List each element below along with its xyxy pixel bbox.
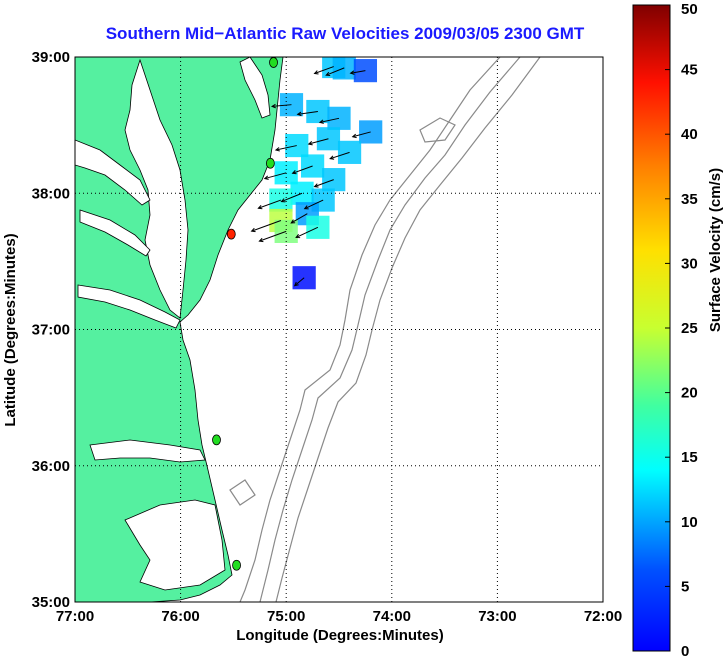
velocity-arrowhead <box>263 175 269 180</box>
bathymetry-contour-patch2 <box>229 479 256 506</box>
velocity-arrowhead <box>313 183 319 188</box>
velocity-cell <box>332 57 356 80</box>
colorbar-tick-label: 35 <box>681 191 698 208</box>
velocity-arrow <box>294 277 305 287</box>
potomac-river <box>75 139 151 206</box>
velocity-arrow <box>326 67 345 76</box>
colorbar-tick-label: 15 <box>681 449 698 466</box>
x-tick-label: 76:00 <box>161 608 199 625</box>
bathymetry-contours <box>229 57 541 602</box>
colorbar-label: Surface Velocity (cm/s) <box>707 168 724 332</box>
velocity-arrowhead <box>291 170 297 175</box>
y-tick-labels: 39:00 38:00 37:00 36:00 35:00 <box>32 49 70 611</box>
velocity-arrowhead <box>349 70 355 75</box>
x-tick-label: 75:00 <box>267 608 305 625</box>
bathymetry-contour-patch <box>419 117 456 143</box>
velocity-arrow <box>251 220 282 232</box>
albemarle-sound <box>89 439 206 463</box>
pamlico-sound <box>124 499 226 591</box>
velocity-arrowhead <box>303 205 309 210</box>
velocity-arrow <box>290 213 308 224</box>
velocity-arrow <box>308 138 329 145</box>
delaware-bay <box>239 57 271 119</box>
velocity-arrowhead <box>257 205 263 210</box>
station-marker <box>226 228 236 240</box>
y-axis-label: Latitude (Degrees:Minutes) <box>2 233 19 426</box>
velocity-arrowhead <box>293 281 299 287</box>
velocity-arrowhead <box>351 133 357 139</box>
x-tick-label: 77:00 <box>56 608 94 625</box>
colorbar-ticks: 0 5 10 15 20 25 30 35 40 45 50 <box>665 1 698 659</box>
velocity-arrowhead <box>250 227 256 233</box>
velocity-arrow <box>275 145 297 151</box>
velocity-cell <box>292 266 316 290</box>
y-tick-label: 39:00 <box>32 49 70 66</box>
velocity-arrow <box>272 104 292 107</box>
chesapeake-bay <box>124 58 189 319</box>
rappahannock-river <box>79 209 151 257</box>
x-tick-label: 74:00 <box>373 608 411 625</box>
velocity-arrow <box>258 199 282 209</box>
velocity-arrow <box>281 192 303 203</box>
bathymetry-contour-deep <box>275 57 541 602</box>
velocity-arrow <box>352 131 371 138</box>
velocity-arrow <box>314 179 334 188</box>
colorbar-tick-label: 50 <box>681 1 698 18</box>
colorbar <box>632 4 671 652</box>
velocity-arrow <box>259 230 287 242</box>
colorbar-tick-label: 45 <box>681 62 698 79</box>
y-tick-label: 36:00 <box>32 458 70 475</box>
colorbar-tick-label: 20 <box>681 385 698 402</box>
velocity-arrow <box>295 226 319 238</box>
station-marker-layer <box>212 57 278 571</box>
y-tick-label: 38:00 <box>32 185 70 202</box>
james-river <box>77 284 181 329</box>
velocity-arrow <box>330 151 350 160</box>
velocity-arrow <box>304 199 324 210</box>
x-tick-label: 72:00 <box>584 608 622 625</box>
velocity-arrowhead <box>296 111 302 117</box>
station-marker <box>265 157 275 169</box>
chart-title: Southern Mid−Atlantic Raw Velocities 200… <box>106 24 585 43</box>
bathymetry-contour-slope <box>259 57 521 602</box>
velocity-arrowhead <box>270 103 276 109</box>
x-axis-label: Longitude (Degrees:Minutes) <box>236 627 444 644</box>
colorbar-tick-label: 25 <box>681 320 698 337</box>
velocity-arrowhead <box>258 237 264 243</box>
velocity-vector-layer <box>250 57 383 290</box>
station-marker <box>232 559 241 571</box>
velocity-arrowhead <box>290 219 296 224</box>
colorbar-tick-label: 5 <box>681 578 689 595</box>
x-tick-label: 73:00 <box>478 608 516 625</box>
velocity-arrow <box>297 111 318 115</box>
velocity-arrowhead <box>295 233 301 239</box>
colorbar-tick-label: 40 <box>681 126 698 143</box>
y-tick-label: 35:00 <box>32 594 70 611</box>
velocity-arrowhead <box>274 147 280 152</box>
velocity-arrow <box>264 172 287 180</box>
velocity-arrowhead <box>307 140 313 146</box>
velocity-arrow <box>292 165 313 174</box>
plot-frame <box>74 56 604 603</box>
colorbar-tick-label: 0 <box>681 643 689 659</box>
x-tick-labels: 77:00 76:00 75:00 74:00 73:00 72:00 <box>56 608 622 625</box>
velocity-arrow <box>350 70 366 74</box>
velocity-arrowhead <box>329 155 335 160</box>
velocity-arrow <box>319 117 340 123</box>
velocity-arrow <box>314 66 334 74</box>
y-tick-label: 37:00 <box>32 322 70 339</box>
colorbar-tick-label: 10 <box>681 514 698 531</box>
velocity-arrowhead <box>318 119 324 124</box>
station-marker <box>212 434 221 446</box>
bathymetry-contour-shelf <box>239 57 501 602</box>
velocity-arrowhead <box>313 70 319 75</box>
velocity-arrowhead <box>280 198 286 203</box>
station-marker <box>269 57 278 68</box>
colorbar-tick-label: 30 <box>681 255 698 272</box>
velocity-arrowhead <box>325 71 331 77</box>
